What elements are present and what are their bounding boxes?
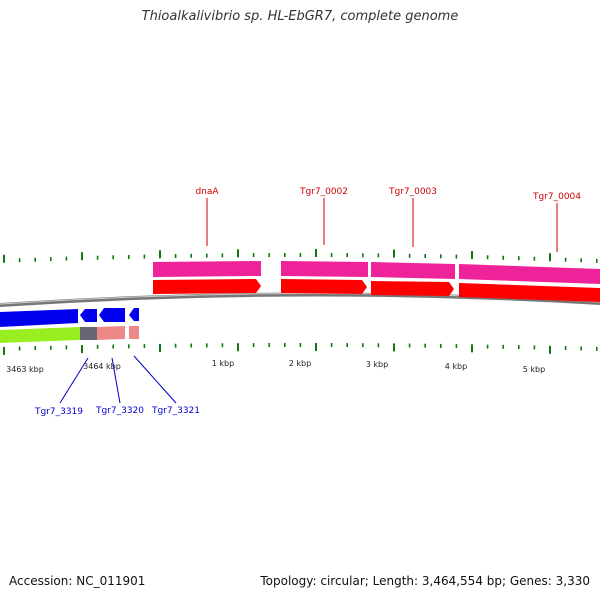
scale-label-2-kbp: 2 kbp [289,359,311,368]
gene-bar-tgr7-3321[interactable] [129,326,139,339]
reverse-cds-track [0,308,139,327]
accession-label: Accession: NC_011901 [9,574,146,588]
gene-label-tgr7-0003[interactable]: Tgr7_0003 [388,187,437,197]
forward-gene-track [153,261,600,284]
tick-marks-inner [3,343,598,355]
forward-gene-labels: dnaA Tgr7_0002 Tgr7_0003 Tgr7_0004 [195,187,581,252]
gene-label-tgr7-3320[interactable]: Tgr7_3320 [95,406,144,416]
gene-bar-tgr7-0003[interactable] [371,262,455,279]
cds-arrow-tgr7-0002[interactable] [281,279,367,294]
gene-bar-tgr7-3321a[interactable] [97,326,125,340]
map-title: Thioalkalivibrio sp. HL-EbGR7, complete … [141,9,459,24]
reverse-gene-labels: Tgr7_3319 Tgr7_3320 Tgr7_3321 [34,355,200,417]
gene-bar-tgr7-0004[interactable] [459,264,600,284]
scale-label-3-kbp: 3 kbp [366,360,388,369]
reverse-gene-track [0,326,139,343]
gene-label-tgr7-3319[interactable]: Tgr7_3319 [34,407,83,417]
cds-arrow-tgr7-0003[interactable] [371,281,454,296]
gene-label-dnaa[interactable]: dnaA [195,187,219,197]
gene-bar-tgr7-3320[interactable] [80,327,97,340]
genome-summary: Topology: circular; Length: 3,464,554 bp… [260,574,590,588]
scale-label-3464-kbp: 3464 kbp [83,362,121,371]
scale-label-1-kbp: 1 kbp [212,359,234,368]
cds-arrow-dnaa[interactable] [153,279,261,294]
cds-arrow-tgr7-3321[interactable] [129,308,139,321]
gene-label-tgr7-0004[interactable]: Tgr7_0004 [532,192,581,202]
scale-label-3463-kbp: 3463 kbp [6,365,44,374]
cds-arrow-tgr7-3319[interactable] [0,309,78,327]
scale-label-4-kbp: 4 kbp [445,362,467,371]
tick-marks-outer [3,249,598,263]
gene-bar-tgr7-0002[interactable] [281,261,368,277]
gene-bar-tgr7-3319[interactable] [0,327,80,343]
gene-bar-dnaa[interactable] [153,261,261,277]
cds-arrow-tgr7-0004[interactable] [459,283,600,302]
gene-label-tgr7-3321[interactable]: Tgr7_3321 [151,406,200,416]
forward-cds-track [153,279,600,302]
cds-arrow-tgr7-3321a[interactable] [99,308,125,322]
cds-arrow-tgr7-3320[interactable] [80,309,97,322]
gene-label-tgr7-0002[interactable]: Tgr7_0002 [299,187,348,197]
scale-labels: 3463 kbp 3464 kbp 1 kbp 2 kbp 3 kbp 4 kb… [6,359,545,374]
scale-label-5-kbp: 5 kbp [523,365,545,374]
